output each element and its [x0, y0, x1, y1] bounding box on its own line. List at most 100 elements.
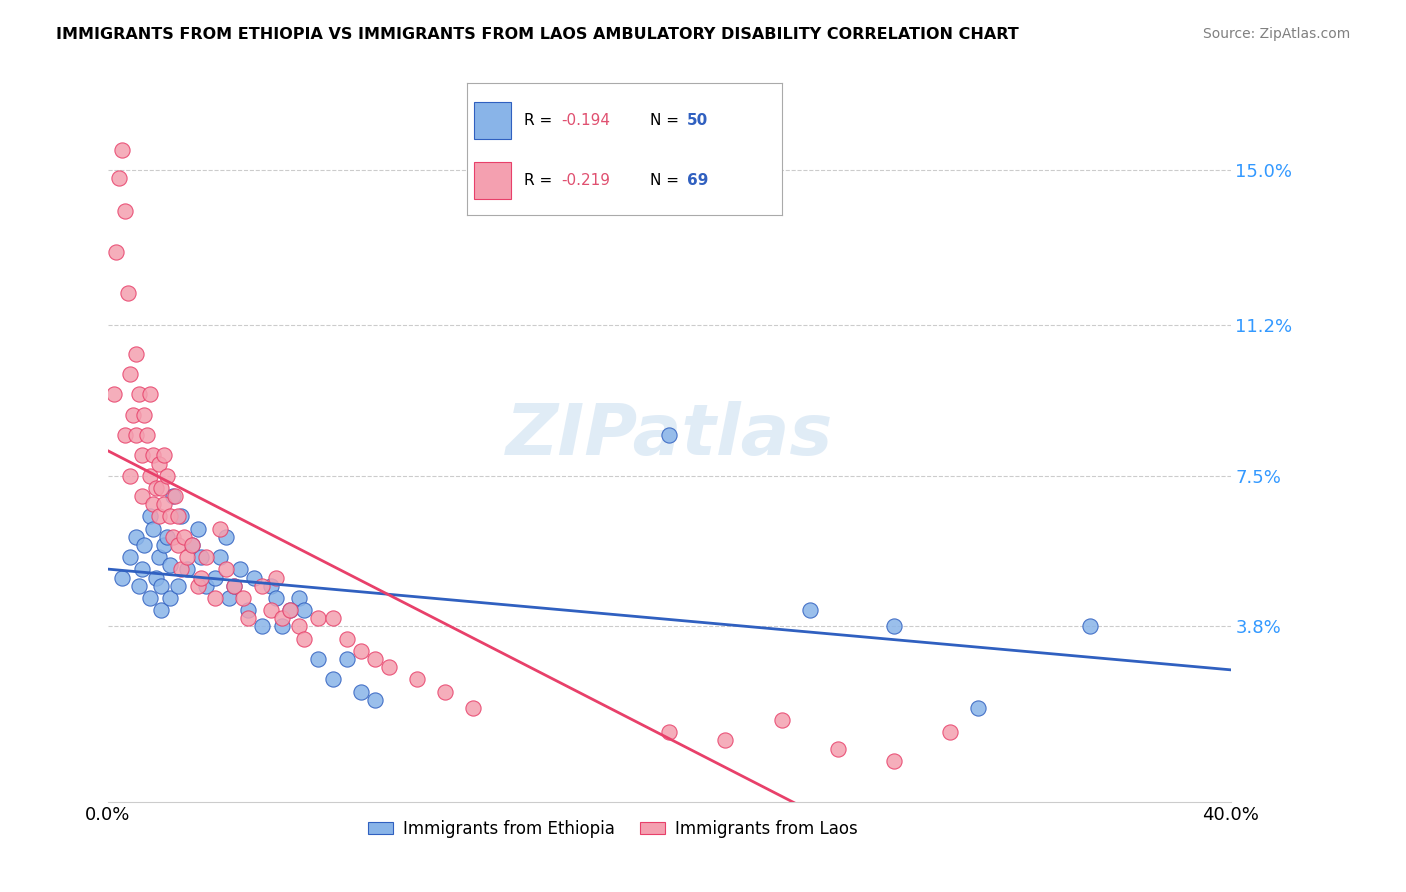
Point: [195, 579, 218, 593]
Point: [176, 562, 198, 576]
Point: [770, 713, 793, 727]
Point: [271, 619, 294, 633]
Point: [204, 591, 226, 605]
Point: [294, 603, 316, 617]
Point: [170, 562, 193, 576]
Point: [170, 509, 193, 524]
Point: [187, 522, 209, 536]
Point: [117, 285, 139, 300]
Point: [156, 530, 179, 544]
Point: [224, 579, 246, 593]
Text: ZIPatlas: ZIPatlas: [506, 401, 832, 469]
Point: [215, 562, 238, 576]
Point: [827, 741, 849, 756]
Point: [165, 489, 187, 503]
Point: [363, 692, 385, 706]
Point: [883, 754, 905, 768]
Point: [142, 449, 165, 463]
Point: [363, 652, 385, 666]
Point: [139, 509, 162, 524]
Point: [799, 603, 821, 617]
Point: [120, 367, 142, 381]
Point: [308, 652, 330, 666]
Point: [260, 579, 283, 593]
Point: [266, 591, 288, 605]
Point: [173, 530, 195, 544]
Point: [433, 684, 456, 698]
Point: [190, 550, 212, 565]
Point: [114, 428, 136, 442]
Point: [159, 558, 181, 573]
Point: [209, 550, 232, 565]
Point: [131, 489, 153, 503]
Point: [131, 562, 153, 576]
Point: [111, 143, 134, 157]
Point: [159, 591, 181, 605]
Point: [294, 632, 316, 646]
Point: [266, 571, 288, 585]
Point: [939, 725, 962, 739]
Point: [167, 509, 190, 524]
Point: [232, 591, 254, 605]
Point: [156, 468, 179, 483]
Point: [131, 449, 153, 463]
Point: [103, 387, 125, 401]
Point: [111, 571, 134, 585]
Point: [335, 632, 357, 646]
Point: [229, 562, 252, 576]
Point: [150, 603, 173, 617]
Point: [153, 497, 176, 511]
Point: [714, 733, 737, 747]
Text: Source: ZipAtlas.com: Source: ZipAtlas.com: [1202, 27, 1350, 41]
Point: [159, 509, 181, 524]
Point: [148, 457, 170, 471]
Point: [145, 481, 167, 495]
Point: [238, 611, 260, 625]
Point: [120, 550, 142, 565]
Point: [108, 171, 131, 186]
Point: [883, 619, 905, 633]
Point: [224, 579, 246, 593]
Point: [204, 571, 226, 585]
Point: [215, 530, 238, 544]
Point: [153, 449, 176, 463]
Point: [218, 591, 240, 605]
Point: [128, 579, 150, 593]
Point: [153, 538, 176, 552]
Point: [967, 701, 990, 715]
Point: [349, 644, 371, 658]
Point: [139, 387, 162, 401]
Point: [181, 538, 204, 552]
Point: [377, 660, 399, 674]
Point: [271, 611, 294, 625]
Point: [238, 603, 260, 617]
Point: [1078, 619, 1101, 633]
Point: [321, 611, 343, 625]
Point: [142, 497, 165, 511]
Point: [181, 538, 204, 552]
Point: [190, 571, 212, 585]
Point: [148, 509, 170, 524]
Point: [187, 579, 209, 593]
Point: [658, 725, 681, 739]
Point: [321, 673, 343, 687]
Point: [105, 244, 128, 259]
Point: [167, 579, 190, 593]
Point: [134, 408, 156, 422]
Point: [252, 579, 274, 593]
Point: [195, 550, 218, 565]
Point: [280, 603, 302, 617]
Point: [142, 522, 165, 536]
Point: [167, 538, 190, 552]
Point: [308, 611, 330, 625]
Point: [260, 603, 283, 617]
Point: [139, 468, 162, 483]
Point: [148, 550, 170, 565]
Point: [461, 701, 484, 715]
Point: [134, 538, 156, 552]
Point: [288, 619, 311, 633]
Point: [114, 204, 136, 219]
Point: [145, 571, 167, 585]
Point: [162, 489, 184, 503]
Point: [280, 603, 302, 617]
